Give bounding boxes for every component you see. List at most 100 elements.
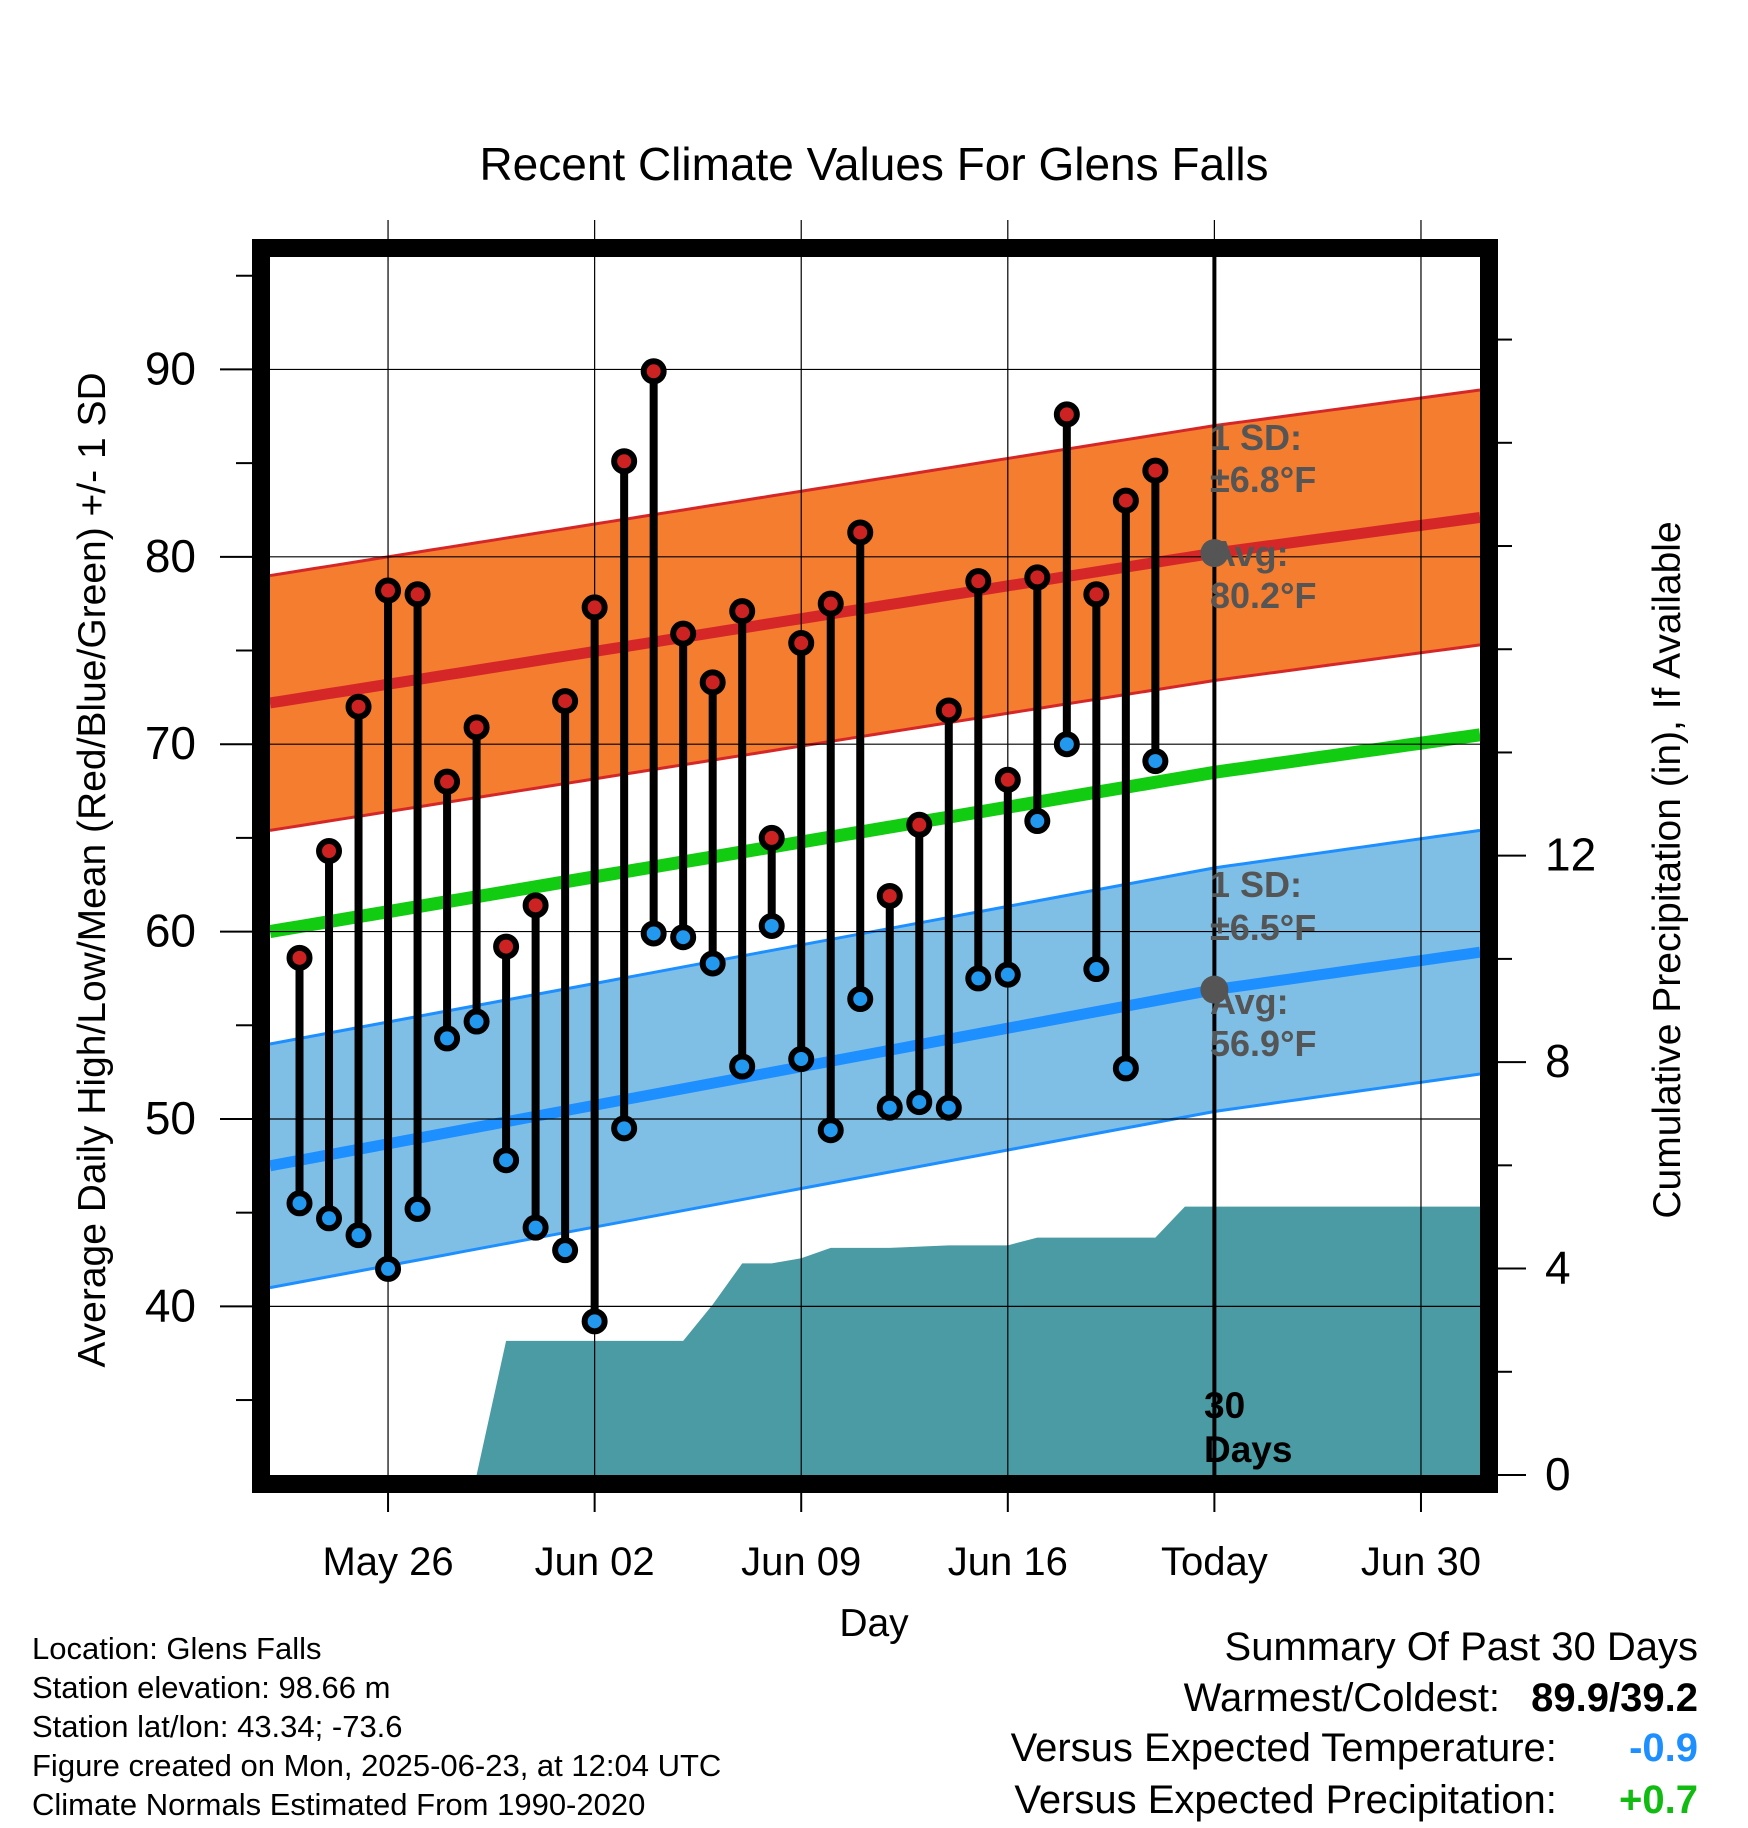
low-avg-value: 56.9°F <box>1210 1023 1316 1064</box>
y-axis-label: Average Daily High/Low/Mean (Red/Blue/Gr… <box>71 372 114 1367</box>
x-axis-label: Day <box>839 1602 909 1645</box>
y-tick-label-40: 40 <box>145 1279 196 1331</box>
high-point-2025-05-31 <box>522 892 549 919</box>
y2-tick-label-8: 8 <box>1545 1035 1571 1087</box>
horizontal-grid <box>270 368 1480 1307</box>
low-point-2025-06-15 <box>965 965 992 992</box>
high-annotation: 1 SD: ±6.8°F Avg: 80.2°F <box>1210 417 1316 616</box>
high-point-2025-06-01 <box>552 688 579 715</box>
low-point-2025-06-16 <box>994 961 1021 988</box>
x-tick-label-3: Jun 16 <box>948 1540 1068 1584</box>
low-band <box>270 830 1480 1288</box>
x-tick-label-1: Jun 02 <box>535 1540 655 1584</box>
low-sd-value: ±6.5°F <box>1210 907 1316 948</box>
low-point-2025-06-08 <box>758 912 785 939</box>
y2-axis: 0 4 8 12 <box>1498 338 1596 1500</box>
mean-avg-line <box>268 728 1481 938</box>
low-point-2025-06-05 <box>670 924 697 951</box>
warmest-coldest-label: Warmest/Coldest: <box>1183 1676 1501 1720</box>
high-point-2025-06-15 <box>965 568 992 595</box>
y-tick-label-80: 80 <box>145 530 196 582</box>
low-point-2025-06-13 <box>906 1089 933 1116</box>
days-number: 30 <box>1204 1385 1245 1426</box>
y-tick-label-50: 50 <box>145 1092 196 1144</box>
low-point-2025-06-19 <box>1083 956 1110 983</box>
low-point-2025-05-23 <box>286 1190 313 1217</box>
x-tick-label-2: Jun 09 <box>741 1540 861 1584</box>
low-point-2025-05-24 <box>316 1205 343 1232</box>
high-point-2025-06-19 <box>1083 581 1110 608</box>
y-tick-label-90: 90 <box>145 342 196 394</box>
high-avg-marker <box>1200 539 1229 568</box>
high-avg-value: 80.2°F <box>1210 575 1316 616</box>
low-point-2025-06-10 <box>817 1117 844 1144</box>
low-point-2025-06-14 <box>935 1094 962 1121</box>
high-point-2025-06-21 <box>1142 457 1169 484</box>
high-point-2025-05-24 <box>316 838 343 865</box>
low-point-2025-06-06 <box>699 950 726 977</box>
high-point-2025-05-26 <box>375 577 402 604</box>
high-point-2025-06-13 <box>906 811 933 838</box>
info-created: Figure created on Mon, 2025-06-23, at 12… <box>32 1748 722 1783</box>
summary-title: Summary Of Past 30 Days <box>1224 1625 1698 1669</box>
high-lower-edge <box>269 643 1481 832</box>
low-point-2025-06-11 <box>847 986 874 1013</box>
y2-tick-label-0: 0 <box>1545 1448 1571 1500</box>
info-location: Location: Glens Falls <box>32 1631 322 1666</box>
high-point-2025-05-25 <box>345 693 372 720</box>
x-axis: May 26 Jun 02 Jun 09 Jun 16 Today Jun 30 <box>322 1490 1481 1584</box>
plot-area <box>268 220 1481 1490</box>
high-point-2025-06-10 <box>817 590 844 617</box>
info-latlon: Station lat/lon: 43.34; -73.6 <box>32 1709 403 1744</box>
y-tick-label-60: 60 <box>145 905 196 957</box>
precip-departure-value: +0.7 <box>1619 1778 1698 1822</box>
high-point-2025-06-14 <box>935 697 962 724</box>
low-point-2025-05-29 <box>463 1008 490 1035</box>
low-avg-line <box>268 946 1481 1172</box>
low-point-2025-06-07 <box>729 1053 756 1080</box>
high-point-2025-06-11 <box>847 519 874 546</box>
low-sd-label: 1 SD: <box>1210 864 1302 905</box>
y2-tick-label-4: 4 <box>1545 1242 1571 1294</box>
high-point-2025-06-16 <box>994 766 1021 793</box>
x-tick-label-0: May 26 <box>322 1540 453 1584</box>
high-sd-label: 1 SD: <box>1210 417 1302 458</box>
low-point-2025-06-09 <box>788 1046 815 1073</box>
high-point-2025-06-17 <box>1024 564 1051 591</box>
low-point-2025-05-25 <box>345 1222 372 1249</box>
low-avg-label: Avg: <box>1210 981 1289 1022</box>
low-point-2025-05-28 <box>434 1025 461 1052</box>
precip-departure-label: Versus Expected Precipitation: <box>1014 1778 1557 1822</box>
days-annotation: 30 Days <box>1204 1385 1292 1470</box>
high-point-2025-06-07 <box>729 598 756 625</box>
high-point-2025-06-18 <box>1053 401 1080 428</box>
high-point-2025-05-28 <box>434 768 461 795</box>
low-point-2025-06-18 <box>1053 731 1080 758</box>
info-normals: Climate Normals Estimated From 1990-2020 <box>32 1787 646 1822</box>
low-annotation: 1 SD: ±6.5°F Avg: 56.9°F <box>1210 864 1316 1064</box>
low-point-2025-06-01 <box>552 1237 579 1264</box>
warmest-coldest-row: Warmest/Coldest: 89.9/39.2 <box>1184 1676 1698 1721</box>
low-point-2025-05-27 <box>404 1195 431 1222</box>
precip-departure-row: Versus Expected Precipitation: +0.7 <box>1014 1778 1698 1823</box>
high-point-2025-05-27 <box>404 581 431 608</box>
y-tick-label-70: 70 <box>145 717 196 769</box>
low-point-2025-05-26 <box>375 1255 402 1282</box>
low-point-2025-05-31 <box>522 1214 549 1241</box>
low-point-2025-06-04 <box>640 920 667 947</box>
low-point-2025-06-17 <box>1024 808 1051 835</box>
high-point-2025-05-23 <box>286 944 313 971</box>
temp-departure-row: Versus Expected Temperature: -0.9 <box>1011 1726 1698 1771</box>
info-elevation: Station elevation: 98.66 m <box>32 1670 391 1705</box>
low-point-2025-06-21 <box>1142 748 1169 775</box>
temp-departure-value: -0.9 <box>1629 1726 1698 1770</box>
chart-title: Recent Climate Values For Glens Falls <box>479 138 1268 190</box>
low-avg-marker <box>1200 975 1229 1004</box>
low-point-2025-06-02 <box>581 1308 608 1335</box>
low-lower-edge <box>269 1072 1481 1290</box>
days-label: Days <box>1204 1429 1292 1470</box>
high-point-2025-05-29 <box>463 714 490 741</box>
high-point-2025-06-03 <box>611 448 638 475</box>
warmest-coldest-value: 89.9/39.2 <box>1531 1676 1698 1720</box>
